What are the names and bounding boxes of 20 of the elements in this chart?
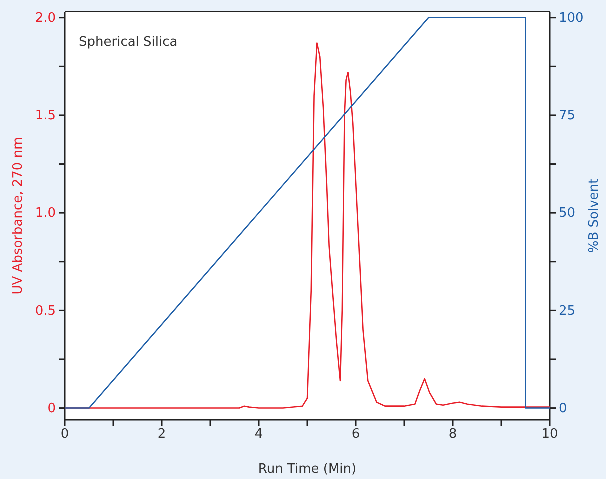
x-tick-label: 6 [352, 427, 360, 442]
y-tick-label: 1.5 [35, 108, 56, 124]
y2-tick-label: 50 [559, 206, 576, 222]
y-tick-label: 0.5 [35, 304, 56, 319]
y2-tick-label: 100 [559, 11, 584, 26]
y-tick-label: 2.0 [35, 11, 56, 26]
x-tick-label: 8 [448, 427, 458, 442]
x-axis-title: Run Time (Min) [258, 462, 357, 477]
y2-tick-label: 0 [559, 401, 568, 416]
x-tick-label: 0 [60, 427, 70, 442]
x-tick-label: 4 [254, 427, 264, 442]
y-tick-label: 1.0 [35, 206, 56, 222]
y-axis-title: UV Absorbance, 270 nm [11, 137, 26, 295]
y2-tick-label: 75 [559, 108, 576, 124]
annotation: Spherical Silica [79, 35, 178, 50]
y2-axis-title: %B Solvent [587, 178, 602, 254]
y-tick-label: 0 [48, 401, 56, 416]
y2-tick-label: 25 [559, 304, 576, 319]
x-tick-label: 2 [158, 427, 166, 442]
x-tick-label: 10 [542, 427, 558, 442]
